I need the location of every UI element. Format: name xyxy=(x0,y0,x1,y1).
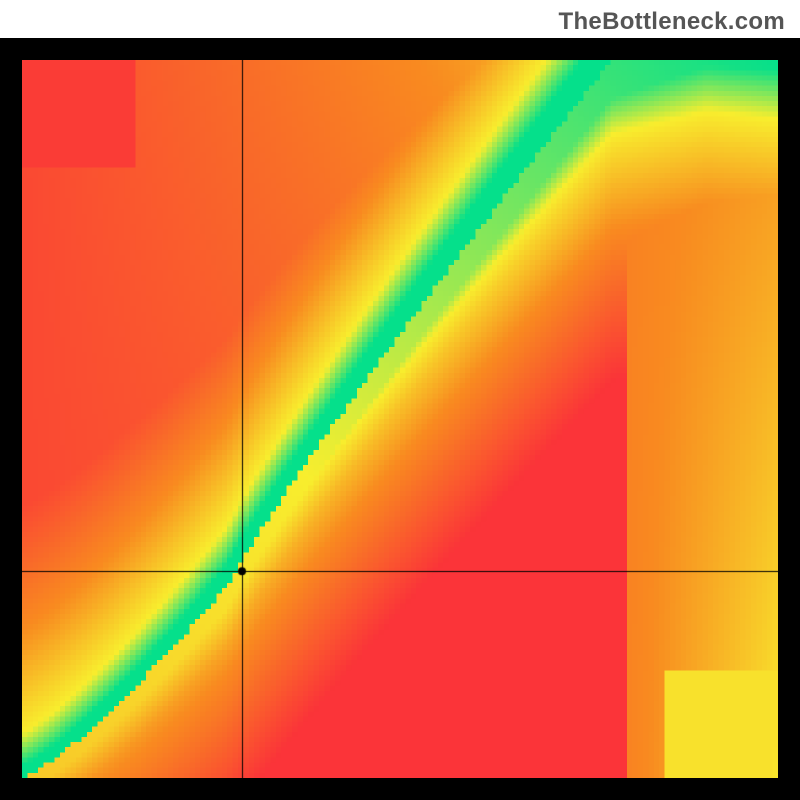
watermark-text: TheBottleneck.com xyxy=(559,8,785,36)
plot-area xyxy=(22,60,778,778)
crosshair-overlay xyxy=(22,60,778,778)
chart-container: TheBottleneck.com xyxy=(0,0,800,800)
plot-frame xyxy=(0,38,800,800)
